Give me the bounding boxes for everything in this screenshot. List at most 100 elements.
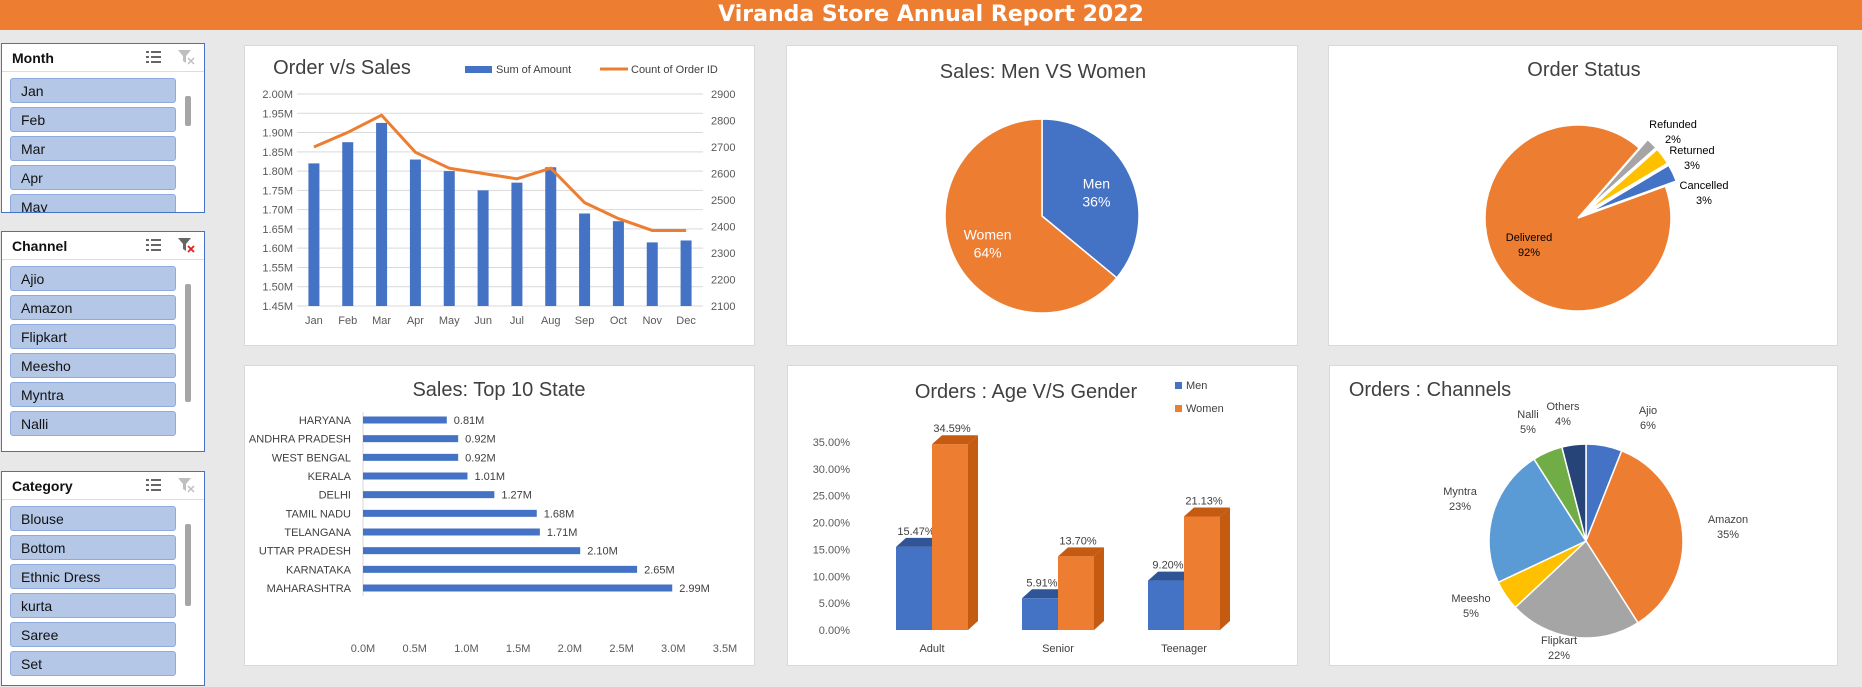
age-vs-gender-chart[interactable]: Orders : Age V/S Gender Men Women 35.00% 30.… [787,365,1298,666]
slicer-scrollbar[interactable] [185,524,191,606]
bar-jul [511,182,523,306]
clear-filter-icon[interactable] [177,237,195,253]
pie-pct-women: 64% [974,245,1002,261]
data-label-west-bengal: 0.92M [465,452,496,464]
men-vs-women-chart[interactable]: Sales: Men VS Women Men 36% Women 64% [786,45,1298,346]
slicer-title: Category [12,478,73,494]
multi-select-icon[interactable] [145,49,163,65]
x-tick: 0.0M [351,643,375,655]
bar-senior-women [1058,556,1094,630]
slicer-item-list: Blouse Bottom Ethnic Dress kurta Saree S… [10,506,176,680]
x-tick: 0.5M [402,643,426,655]
top10-state-chart[interactable]: Sales: Top 10 State HARYANA 0.81M ANDHRA PR… [244,365,755,666]
data-label-senior-men: 5.91% [1026,577,1057,589]
x-tick: Mar [372,315,391,327]
slicer-item-flipkart[interactable]: Flipkart [10,324,176,349]
data-label-andhra-pradesh: 0.92M [465,434,496,446]
multi-select-icon[interactable] [145,477,163,493]
bar-karnataka [363,565,638,573]
slicer-item-meesho[interactable]: Meesho [10,353,176,378]
y-tick: 35.00% [813,437,851,449]
bar-side-adult-women [968,435,978,630]
slicer-item-bottom[interactable]: Bottom [10,535,176,560]
pie-label-meesho: Meesho [1451,593,1490,605]
category-slicer[interactable]: Category Blouse Bottom Ethnic Dress kurt… [1,471,205,686]
legend-label-sum-of-amount: Sum of Amount [496,64,571,76]
data-label-maharashtra: 2.99M [679,583,710,595]
bar-senior-men [1022,598,1058,630]
order-status-chart[interactable]: Order Status Cancelled 3% Returned 3% Refunde… [1328,45,1838,346]
pie-pct-myntra: 23% [1449,501,1471,513]
y-tick-left: 1.85M [262,147,293,159]
multi-select-icon[interactable] [145,237,163,253]
order-vs-sales-chart[interactable]: Order v/s Sales Sum of Amount Count of Ord… [244,45,755,346]
line-count-of-order-id [313,113,687,232]
slicer-item-apr[interactable]: Apr [10,165,176,190]
chart-title: Order Status [1527,59,1640,81]
slicer-scrollbar[interactable] [185,96,191,126]
x-tick: 2.0M [558,643,582,655]
pie-label-women: Women [964,227,1012,243]
bar-apr [409,159,421,306]
slicer-item-list: Jan Feb Mar Apr May [10,78,176,212]
bar-adult-women [932,444,968,630]
slicer-item-ajio[interactable]: Ajio [10,266,176,291]
bar-teenager-women [1184,516,1220,630]
y-tick: 20.00% [813,518,851,530]
slicer-title: Channel [12,238,68,254]
data-label-adult-women: 34.59% [933,423,971,435]
clear-filter-icon[interactable] [177,477,195,493]
x-tick: 1.0M [454,643,478,655]
x-tick: 1.5M [506,643,530,655]
slicer-item-set[interactable]: Set [10,651,176,676]
slicer-item-ethnic-dress[interactable]: Ethnic Dress [10,564,176,589]
y-tick-left: 1.95M [262,108,293,120]
slicer-item-mar[interactable]: Mar [10,136,176,161]
data-label-adult-men: 15.47% [897,526,935,538]
slicer-item-blouse[interactable]: Blouse [10,506,176,531]
slicer-header: Month [2,44,204,72]
pie-label-delivered: Delivered [1506,232,1552,244]
channels-chart[interactable]: Orders : Channels Ajio 6% Amazon 35% Flipkart… [1329,365,1838,666]
x-tick: Dec [676,315,696,327]
y-tick-right: 2200 [711,275,735,287]
legend-label-count-of-order-id: Count of Order ID [631,64,718,76]
y-tick-left: 1.55M [262,262,293,274]
clear-filter-icon[interactable] [177,49,195,65]
x-tick: 3.0M [661,643,685,655]
y-tick: 25.00% [813,491,851,503]
pie-label-flipkart: Flipkart [1541,635,1577,647]
channel-slicer[interactable]: Channel Ajio Amazon Flipkart Meesho Mynt… [1,231,205,452]
y-tick: 5.00% [819,598,850,610]
y-tick-kerala: KERALA [308,471,352,483]
age-vs-gender-svg: Orders : Age V/S Gender Men Women 35.00% 30.… [813,380,1230,655]
y-tick-left: 1.70M [262,205,293,217]
data-label-teenager-women: 21.13% [1185,496,1223,508]
y-tick: 30.00% [813,464,851,476]
slicer-item-nalli[interactable]: Nalli [10,411,176,436]
legend-swatch-women [1175,405,1182,412]
slicer-item-amazon[interactable]: Amazon [10,295,176,320]
slicer-scrollbar[interactable] [185,284,191,402]
pie-pct-flipkart: 22% [1548,650,1570,662]
month-slicer[interactable]: Month Jan Feb Mar Apr May [1,43,205,213]
slicer-item-saree[interactable]: Saree [10,622,176,647]
bar-top-adult-men [896,537,942,547]
pie-label-ajio: Ajio [1639,405,1657,417]
slicer-item-may[interactable]: May [10,194,176,212]
bar-dec [680,240,692,306]
x-tick: Aug [541,315,561,327]
x-tick-teenager: Teenager [1161,643,1207,655]
slicer-item-jan[interactable]: Jan [10,78,176,103]
y-tick-left: 1.50M [262,282,293,294]
data-label-teenager-men: 9.20% [1152,560,1183,572]
bar-teenager-men [1148,580,1184,630]
y-tick-left: 1.80M [262,166,293,178]
x-tick: 3.5M [713,643,737,655]
slicer-item-feb[interactable]: Feb [10,107,176,132]
slicer-item-kurta[interactable]: kurta [10,593,176,618]
y-tick-maharashtra: MAHARASHTRA [267,583,352,595]
slicer-item-myntra[interactable]: Myntra [10,382,176,407]
data-label-karnataka: 2.65M [644,564,675,576]
chart-title: Orders : Channels [1349,379,1511,401]
